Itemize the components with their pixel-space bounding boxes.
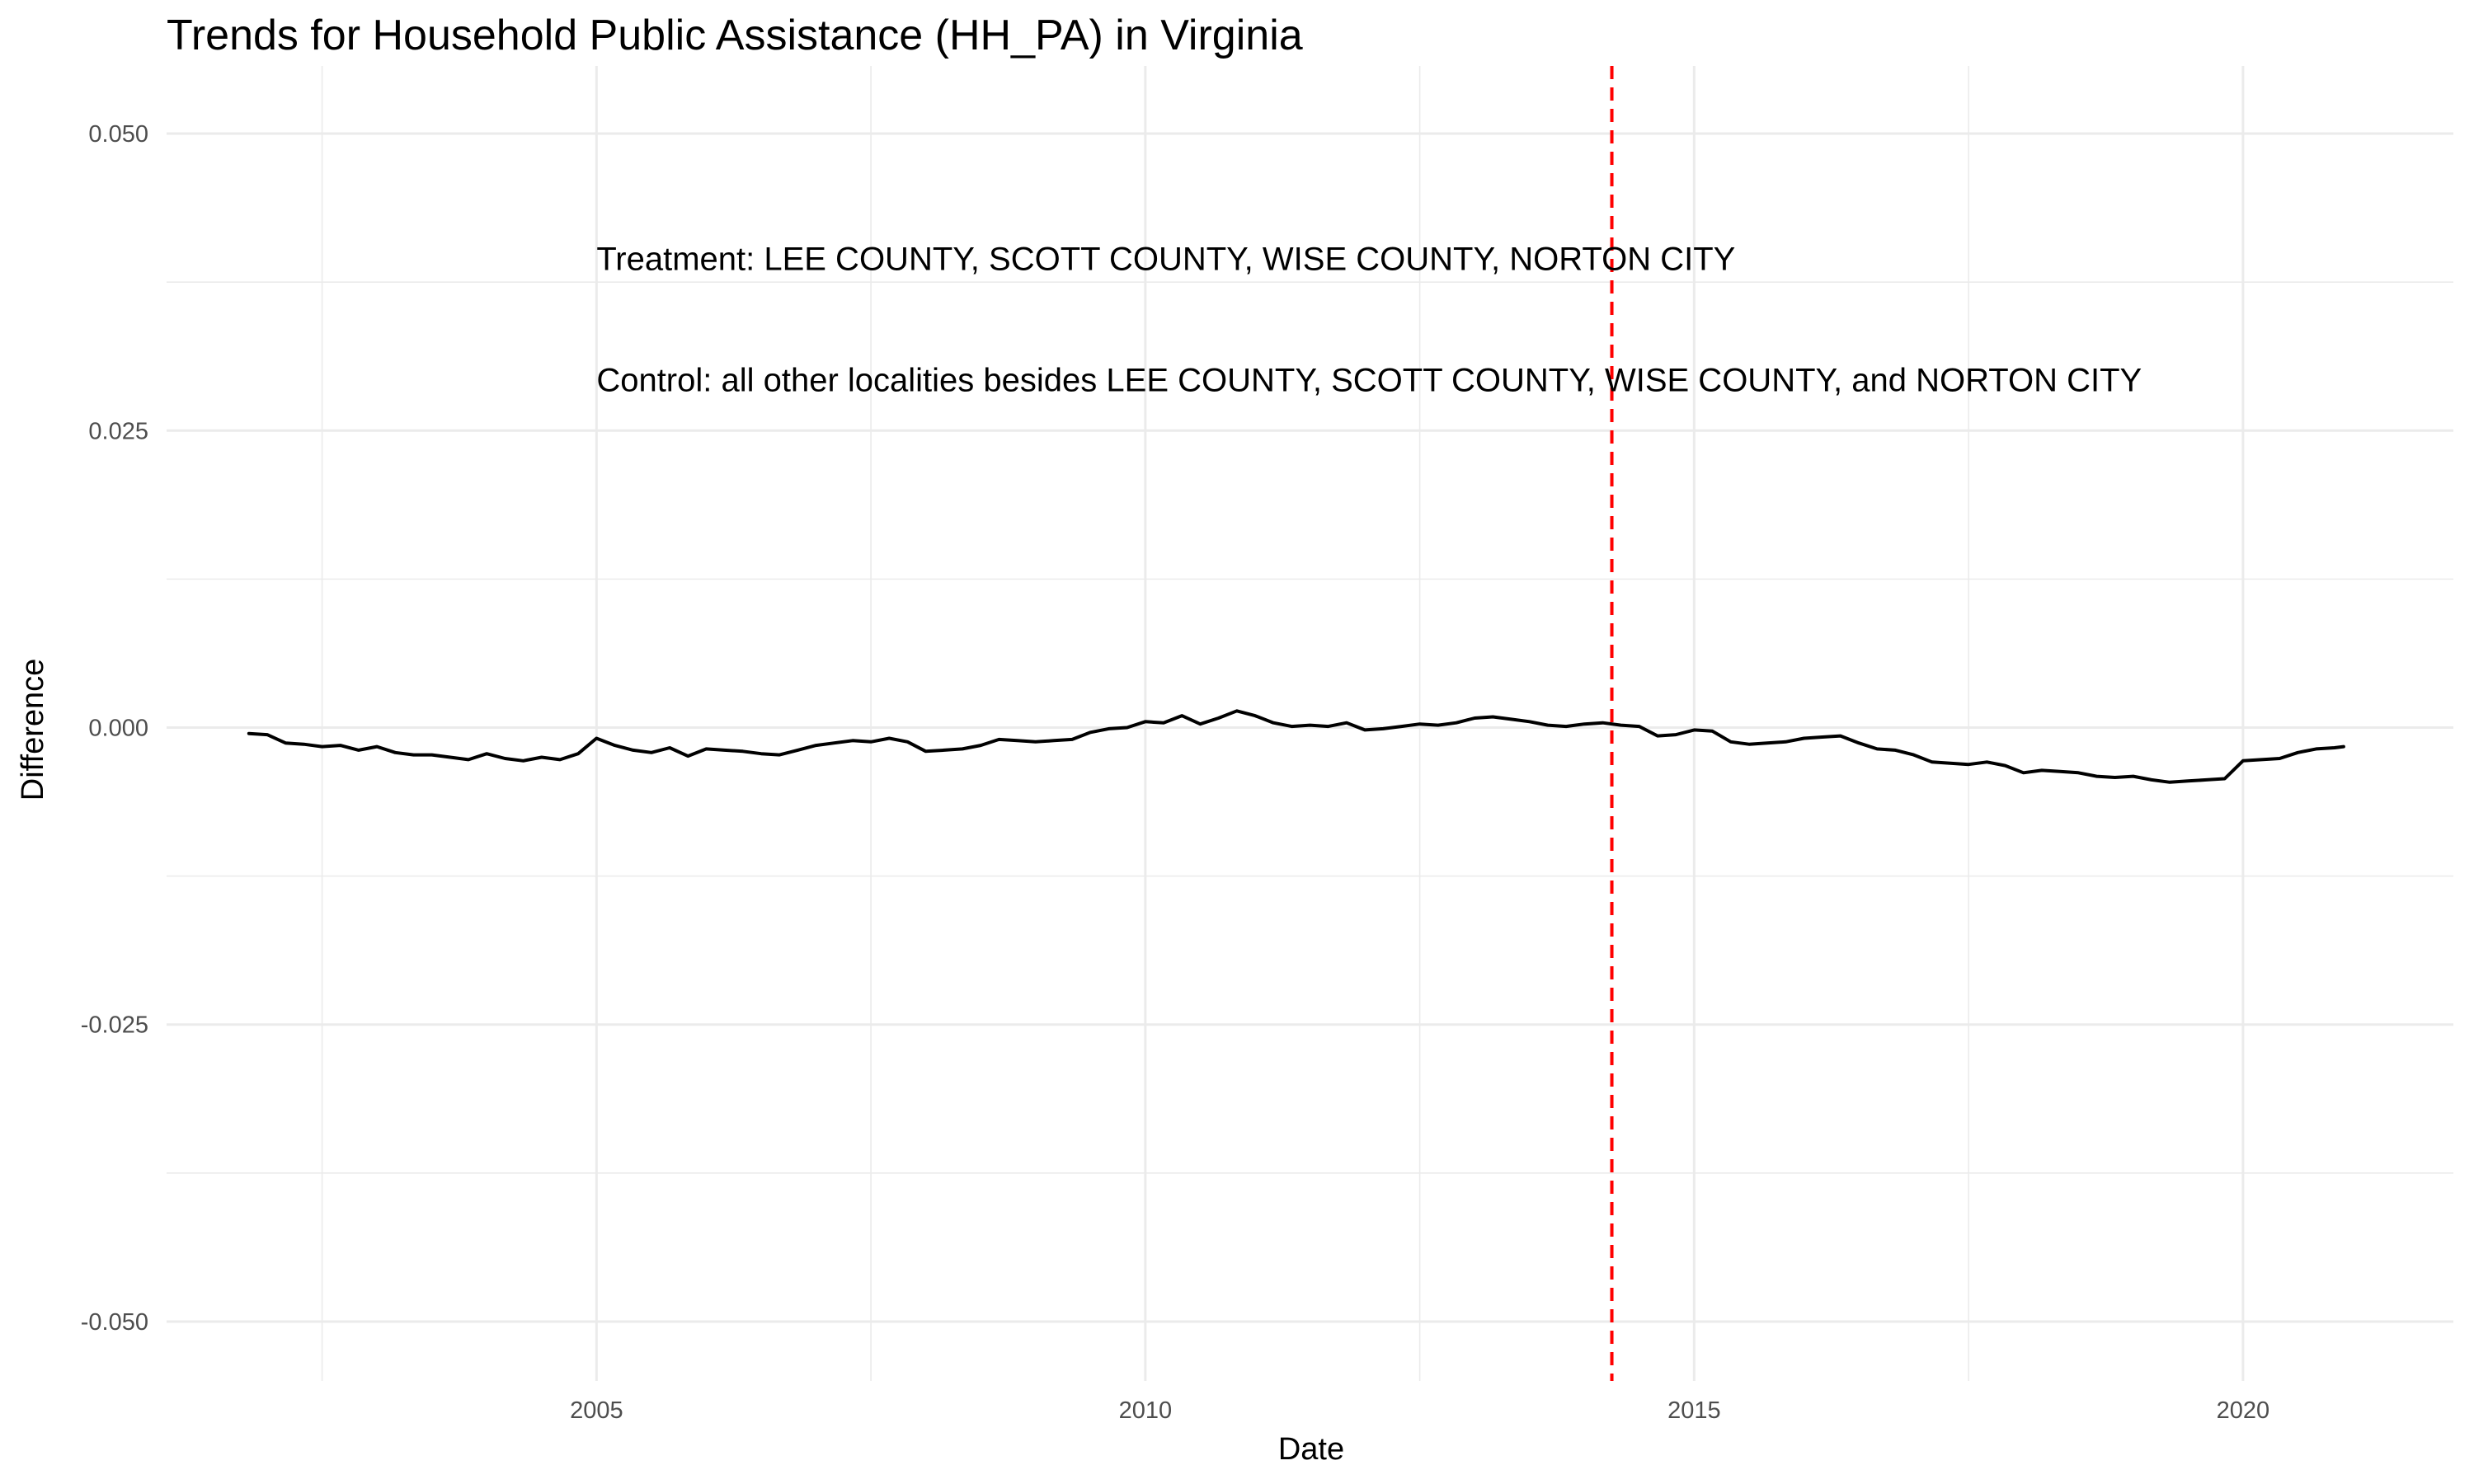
y-tick-label: 0.000 (88, 716, 148, 742)
x-tick-label: 2020 (2217, 1397, 2270, 1424)
y-tick-label: -0.025 (81, 1012, 148, 1039)
x-tick-label: 2005 (570, 1397, 623, 1424)
y-axis-title: Difference (16, 659, 50, 801)
tick-labels: 2005 2010 2015 2020 0.050 0.025 0.000 -0.025 -0.… (81, 121, 2269, 1424)
x-tick-label: 2015 (1667, 1397, 1721, 1424)
x-axis-title: Date (1278, 1432, 1344, 1467)
annotation-layer: Treatment: LEE COUNTY, SCOTT COUNTY, WIS… (596, 241, 2142, 398)
annotation-text: Control: all other localities besides LE… (596, 362, 2142, 398)
series-line (247, 709, 2345, 784)
y-tick-label: 0.050 (88, 121, 148, 148)
series-layer (247, 709, 2345, 784)
y-tick-label: -0.050 (81, 1309, 148, 1336)
x-tick-label: 2010 (1119, 1397, 1173, 1424)
y-tick-label: 0.025 (88, 418, 148, 444)
annotation-text: Treatment: LEE COUNTY, SCOTT COUNTY, WIS… (596, 241, 1735, 277)
chart-title: Trends for Household Public Assistance (… (167, 12, 1303, 59)
grid (167, 66, 2453, 1381)
